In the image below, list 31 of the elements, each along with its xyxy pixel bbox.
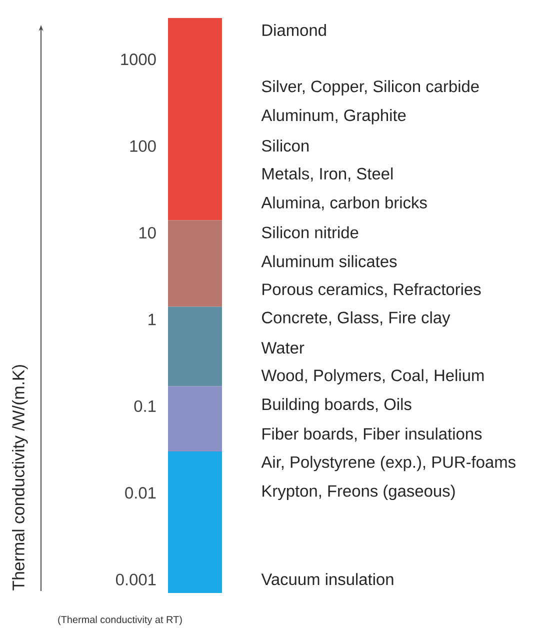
annotation: Fiber boards, Fiber insulations: [262, 428, 482, 442]
y-tick-label: 1000: [121, 54, 156, 66]
annotation: Silver, Copper, Silicon carbide: [262, 80, 479, 96]
bar: [168, 452, 222, 594]
bar: [168, 220, 222, 307]
text: (Thermal conductivity at RT): [58, 616, 182, 626]
y-tick-label: 10: [139, 226, 156, 239]
annotation: Wood, Polymers, Coal, Helium: [261, 369, 484, 384]
y-tick-label: 100: [130, 140, 156, 152]
y-tick-label: 1: [148, 314, 156, 326]
annotation: Krypton, Freons (gaseous): [262, 484, 455, 500]
annotation: Aluminum, Graphite: [261, 109, 406, 124]
bar: [168, 306, 222, 386]
bar: [168, 386, 222, 452]
annotation: Vacuum insulation: [261, 573, 394, 586]
y-tick-label: 0.1: [134, 400, 156, 412]
y-tick-label: 0.01: [125, 487, 156, 499]
annotation: Porous ceramics, Refractories: [262, 283, 481, 298]
annotation: Concrete, Glass, Fire clay: [262, 311, 450, 327]
annotation: Aluminum silicates: [261, 255, 397, 268]
bar: [168, 18, 222, 220]
annotation: Air, Polystyrene (exp.), PUR-foams: [261, 456, 516, 472]
annotation: Alumina, carbon bricks: [261, 196, 427, 210]
annotation: Metals, Iron, Steel: [262, 167, 393, 182]
annotation: Silicon nitride: [262, 226, 358, 238]
annotation: Diamond: [262, 24, 326, 36]
y-tick-label: 0.001: [116, 574, 156, 586]
annotation: Building boards, Oils: [262, 398, 412, 414]
annotation: Water: [261, 342, 304, 354]
annotation: Silicon: [262, 140, 309, 152]
text: Thermal conductivity /W/(m.K): [12, 365, 28, 590]
